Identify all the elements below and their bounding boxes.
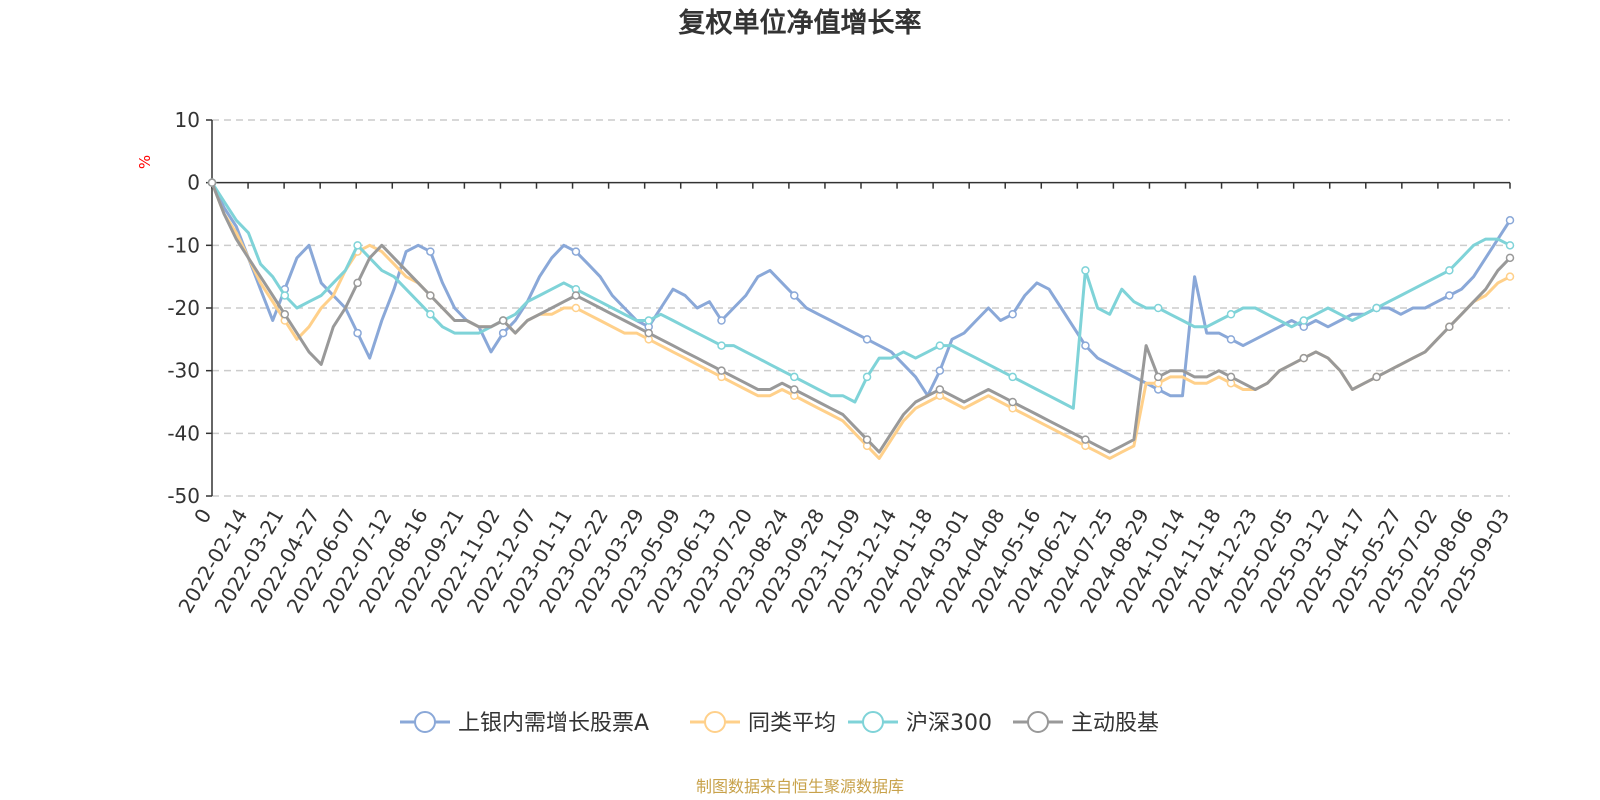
data-point — [1153, 372, 1163, 382]
y-tick-label: -30 — [167, 359, 200, 383]
data-point — [790, 291, 799, 300]
data-point — [280, 291, 290, 300]
y-tick-label: 10 — [175, 108, 200, 132]
axes: 100-10-20-30-40-5002022-02-142022-03-212… — [167, 108, 1514, 617]
data-point — [1299, 353, 1309, 363]
data-point — [1445, 322, 1454, 332]
data-point — [1008, 310, 1017, 319]
data-point — [353, 241, 362, 250]
data-point — [1505, 272, 1515, 281]
legend-label: 上银内需增长股票A — [458, 711, 649, 736]
data-point — [207, 178, 217, 187]
series-line-2 — [210, 181, 1511, 410]
data-point — [571, 247, 581, 256]
series-lines — [207, 178, 1515, 460]
data-point — [1226, 335, 1236, 344]
data-point — [1372, 372, 1381, 382]
legend-item-3[interactable]: 主动股基 — [1013, 711, 1159, 736]
data-point — [790, 372, 799, 382]
legend-item-0[interactable]: 上银内需增长股票A — [400, 711, 649, 736]
data-point — [1445, 291, 1454, 300]
legend-marker — [704, 711, 726, 733]
data-point — [353, 328, 362, 338]
data-point — [862, 335, 872, 344]
legend-item-2[interactable]: 沪深300 — [848, 711, 992, 736]
data-point — [353, 278, 362, 288]
data-point — [1372, 303, 1381, 313]
data-point — [717, 341, 726, 350]
data-point — [426, 291, 435, 300]
data-point — [1299, 316, 1309, 325]
data-point — [1081, 266, 1090, 275]
data-point — [1505, 241, 1515, 250]
data-point — [1226, 310, 1236, 319]
y-tick-label: -50 — [167, 484, 200, 508]
legend-item-1[interactable]: 同类平均 — [690, 711, 836, 736]
y-tick-label: -40 — [167, 421, 200, 445]
data-point — [644, 316, 653, 325]
legend-label: 沪深300 — [906, 711, 992, 736]
y-tick-label: -10 — [167, 233, 200, 257]
data-point — [280, 310, 290, 319]
data-point — [644, 328, 653, 338]
legend-label: 主动股基 — [1071, 711, 1159, 736]
data-point — [426, 247, 435, 256]
data-point — [1008, 372, 1017, 382]
y-axis-unit: % — [136, 155, 154, 169]
data-point — [571, 303, 581, 313]
data-point — [498, 328, 508, 338]
data-point — [1445, 266, 1454, 275]
data-point — [1153, 303, 1163, 313]
legend-marker — [414, 711, 436, 733]
data-point — [1081, 341, 1090, 350]
x-tick-label: 0 — [189, 505, 216, 528]
legend-label: 同类平均 — [748, 711, 836, 736]
legend[interactable]: 上银内需增长股票A 同类平均 沪深300 主动股基 — [400, 711, 1159, 736]
series-line-3 — [210, 182, 1512, 454]
y-tick-label: -20 — [167, 296, 200, 320]
legend-marker — [1027, 711, 1049, 733]
legend-marker — [862, 711, 884, 733]
y-tick-label: 0 — [187, 171, 200, 195]
data-point — [935, 366, 945, 375]
data-point — [790, 385, 799, 394]
data-point — [935, 341, 945, 350]
source-note: 制图数据来自恒生聚源数据库 — [696, 777, 904, 796]
data-point — [1008, 397, 1017, 407]
data-point — [717, 316, 726, 325]
data-point — [426, 310, 435, 319]
data-point — [1226, 372, 1236, 382]
data-point — [1505, 216, 1515, 225]
data-point — [1081, 435, 1090, 444]
data-point — [862, 435, 872, 444]
data-point — [862, 372, 872, 382]
chart-title: 复权单位净值增长率 — [679, 7, 922, 39]
data-point — [1505, 253, 1515, 263]
data-point — [571, 291, 581, 300]
data-point — [717, 366, 726, 375]
data-point — [498, 316, 508, 325]
data-point — [935, 385, 945, 394]
